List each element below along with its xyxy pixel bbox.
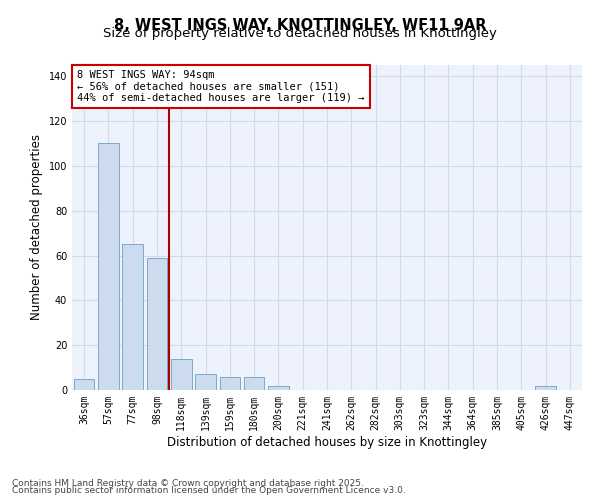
Bar bbox=[268, 386, 289, 390]
Text: Contains public sector information licensed under the Open Government Licence v3: Contains public sector information licen… bbox=[12, 486, 406, 495]
Y-axis label: Number of detached properties: Number of detached properties bbox=[30, 134, 43, 320]
Bar bbox=[74, 379, 94, 390]
Bar bbox=[220, 376, 240, 390]
Text: Size of property relative to detached houses in Knottingley: Size of property relative to detached ho… bbox=[103, 28, 497, 40]
Text: Contains HM Land Registry data © Crown copyright and database right 2025.: Contains HM Land Registry data © Crown c… bbox=[12, 478, 364, 488]
Bar bbox=[535, 386, 556, 390]
Bar bbox=[146, 258, 167, 390]
Text: 8 WEST INGS WAY: 94sqm
← 56% of detached houses are smaller (151)
44% of semi-de: 8 WEST INGS WAY: 94sqm ← 56% of detached… bbox=[77, 70, 365, 103]
Bar bbox=[195, 374, 216, 390]
X-axis label: Distribution of detached houses by size in Knottingley: Distribution of detached houses by size … bbox=[167, 436, 487, 448]
Text: 8, WEST INGS WAY, KNOTTINGLEY, WF11 9AR: 8, WEST INGS WAY, KNOTTINGLEY, WF11 9AR bbox=[114, 18, 486, 32]
Bar bbox=[244, 376, 265, 390]
Bar bbox=[122, 244, 143, 390]
Bar bbox=[98, 144, 119, 390]
Bar bbox=[171, 358, 191, 390]
